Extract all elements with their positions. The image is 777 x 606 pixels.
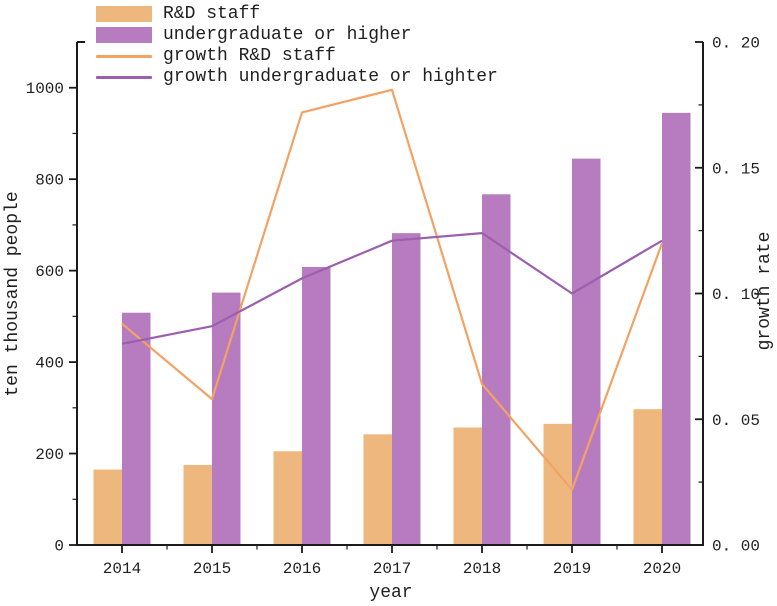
x-tick-label: 2017 <box>373 560 411 578</box>
line-growth-rd-staff <box>121 88 664 491</box>
legend-label-rd-staff: R&D staff <box>163 4 261 24</box>
left-tick-label: 800 <box>35 172 64 190</box>
legend-item-growth-undergraduate: growth undergraduate or highter <box>96 67 498 87</box>
bar-undergraduate-2020 <box>662 112 691 546</box>
legend-label-undergraduate: undergraduate or higher <box>163 25 412 45</box>
legend-label-growth-rd-staff: growth R&D staff <box>163 46 336 66</box>
left-tick-label: 0 <box>54 538 64 556</box>
right-tick-label: 0. 00 <box>712 538 760 556</box>
legend-item-rd-staff: R&D staff <box>96 4 498 24</box>
bar-rd-staff-2018 <box>453 427 482 545</box>
x-tick-label: 2019 <box>553 560 591 578</box>
left-tick-label: 1000 <box>26 80 64 98</box>
x-tick-label: 2016 <box>283 560 321 578</box>
x-axis-title: year <box>369 583 413 603</box>
left-tick-label: 400 <box>35 355 64 373</box>
line-growth-undergraduate <box>121 232 663 345</box>
right-tick-label: 0. 05 <box>712 412 760 430</box>
right-tick-label: 0. 20 <box>712 35 760 53</box>
right-axis-title: growth rate <box>755 231 775 351</box>
right-tick-label: 0. 15 <box>712 160 760 178</box>
right-tick-label: 0. 10 <box>712 286 760 304</box>
bar-rd-staff-2014 <box>93 469 122 545</box>
left-tick-label: 600 <box>35 263 64 281</box>
bar-undergraduate-2018 <box>482 194 511 545</box>
legend-swatch-undergraduate <box>96 27 152 43</box>
left-axis-title: ten thousand people <box>3 191 23 397</box>
x-tick-label: 2020 <box>643 560 681 578</box>
bar-undergraduate-2019 <box>572 158 601 545</box>
bar-rd-staff-2015 <box>183 464 212 545</box>
legend-label-growth-undergraduate: growth undergraduate or highter <box>163 67 498 87</box>
legend-line-growth-rd-staff <box>96 54 152 58</box>
x-tick-label: 2015 <box>193 560 231 578</box>
left-tick-label: 200 <box>35 446 64 464</box>
legend-item-growth-rd-staff: growth R&D staff <box>96 46 498 66</box>
x-tick-label: 2014 <box>103 560 141 578</box>
bar-undergraduate-2017 <box>392 233 421 545</box>
bar-rd-staff-2017 <box>363 434 392 545</box>
bar-undergraduate-2014 <box>122 312 151 545</box>
bar-undergraduate-2016 <box>302 266 331 545</box>
legend-line-growth-undergraduate <box>96 75 152 79</box>
x-tick-label: 2018 <box>463 560 501 578</box>
legend-swatch-rd-staff <box>96 6 152 22</box>
legend: R&D staff undergraduate or higher growth… <box>96 4 498 88</box>
bar-rd-staff-2020 <box>633 409 662 545</box>
bar-rd-staff-2016 <box>273 451 302 545</box>
legend-item-undergraduate: undergraduate or higher <box>96 25 498 45</box>
bar-undergraduate-2015 <box>212 292 241 545</box>
